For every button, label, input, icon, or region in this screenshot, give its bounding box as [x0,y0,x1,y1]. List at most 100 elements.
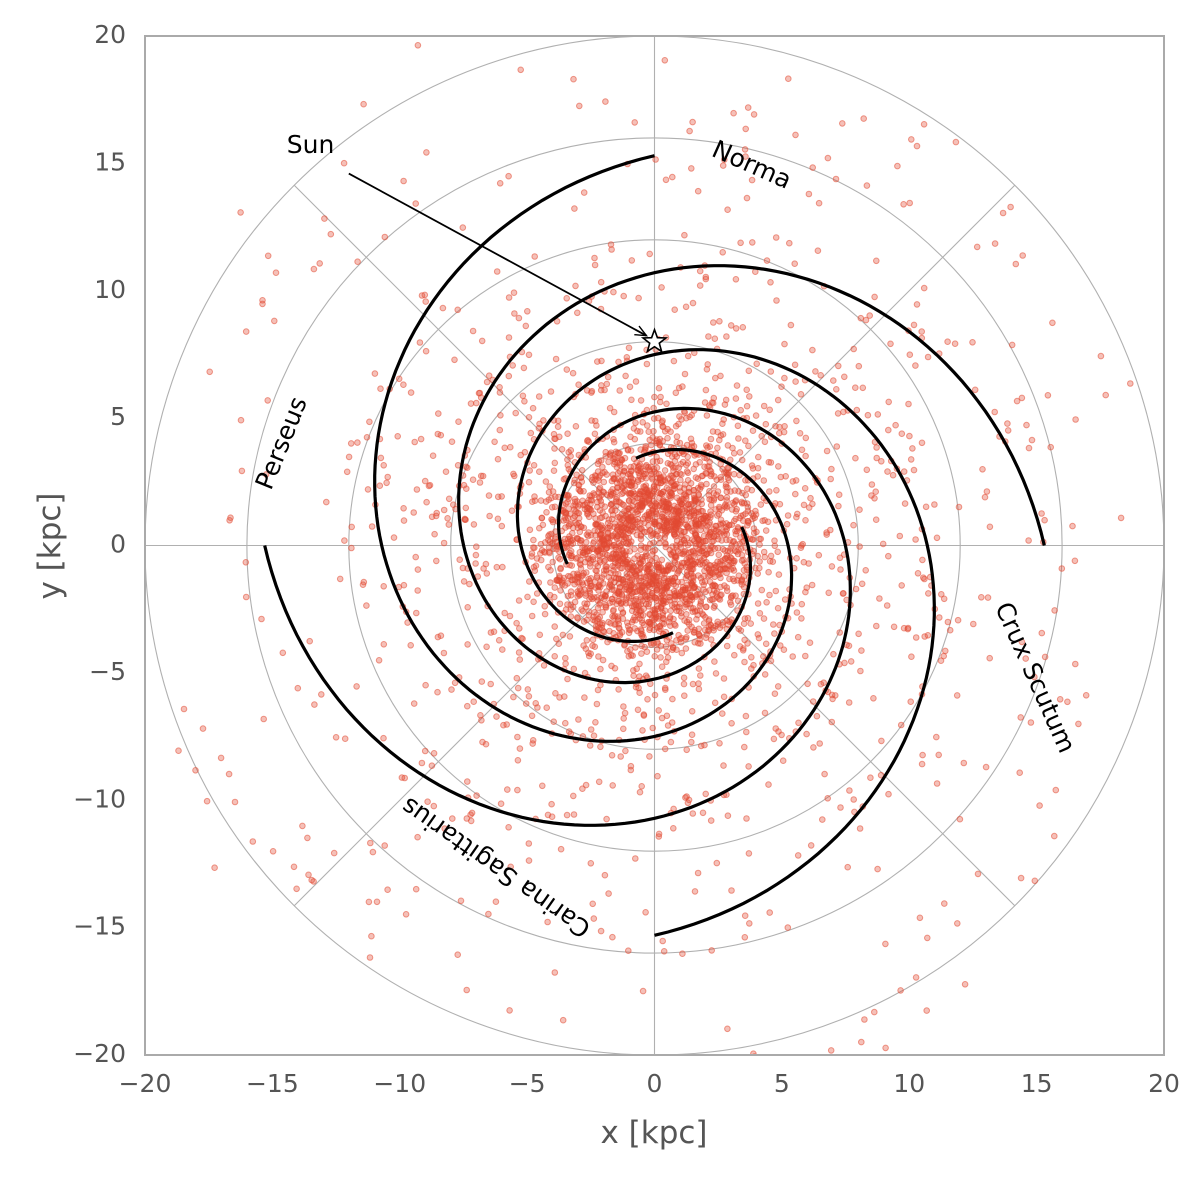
star-point [748,654,755,661]
star-point [259,297,266,304]
star-point [751,514,759,522]
star-point [1072,660,1079,668]
star-point [767,459,775,466]
star-point [554,423,562,431]
star-point [872,516,880,524]
star-point [664,654,672,661]
star-point [780,428,788,436]
star-point [802,652,809,660]
star-point [609,933,616,941]
star-point [727,598,734,606]
star-point [760,615,768,622]
star-point [464,464,471,472]
star-point [663,636,671,644]
star-point [688,439,696,447]
star-point [578,606,585,613]
star-point [377,454,385,462]
star-point [470,521,478,528]
star-point [656,398,664,406]
star-point [913,142,921,150]
star-point [773,297,780,304]
star-point [632,378,640,385]
star-point [598,543,606,550]
x-tick-label: 10 [893,1069,925,1098]
star-point [464,702,471,710]
star-point [687,604,695,612]
star-point [541,603,549,610]
star-point [711,473,718,480]
star-point [610,436,617,443]
star-point [629,652,637,660]
star-point [603,566,610,573]
star-point [890,623,898,631]
star-point [672,526,680,533]
star-point [521,398,528,405]
star-point [983,488,991,495]
star-point [836,629,844,636]
star-point [795,719,802,727]
star-point [639,987,647,995]
star-point [817,372,825,379]
star-point [658,591,666,599]
star-point [417,435,425,443]
star-point [581,694,588,701]
star-point [663,484,671,492]
star-point [249,838,257,845]
star-point [719,249,727,256]
star-point [576,487,584,495]
x-tick-label: −20 [119,1069,172,1098]
star-point [407,642,415,649]
star-point [835,491,843,499]
star-point [908,136,915,143]
star-point [802,452,809,460]
star-point [663,598,670,606]
star-point [401,774,409,782]
star-point [530,536,537,544]
star-point [564,675,571,683]
star-point [600,580,607,587]
star-point [767,279,774,286]
star-point [537,556,545,564]
star-point [542,478,550,485]
star-point [497,800,505,808]
star-point [618,541,625,548]
star-point [687,556,694,563]
star-point [610,288,617,296]
star-point [731,651,738,659]
star-point [549,518,557,526]
star-point [806,639,814,647]
star-point [845,642,853,650]
star-point [330,849,338,857]
star-point [919,556,926,564]
star-point [844,863,852,871]
star-point [624,622,632,630]
star-point [809,698,817,705]
star-point [644,592,651,600]
star-point [525,840,533,847]
star-point [690,465,698,473]
star-point [572,282,579,290]
star-point [986,654,994,662]
star-point [524,308,531,315]
star-point [590,510,597,518]
star-point [894,162,901,170]
star-point [906,199,914,207]
star-point [667,738,675,746]
star-point [483,570,491,577]
star-point [616,387,624,394]
star-point [535,424,543,432]
star-point [649,492,657,499]
star-point [852,454,859,462]
star-point [563,366,571,373]
star-point [341,735,349,743]
star-point [855,630,862,638]
star-point [918,328,926,335]
star-point [613,555,621,562]
star-point [560,574,568,582]
star-point [608,246,615,253]
star-point [500,721,507,729]
star-point [536,468,543,476]
star-point [695,537,702,544]
star-point [721,401,729,408]
star-point [448,686,455,693]
